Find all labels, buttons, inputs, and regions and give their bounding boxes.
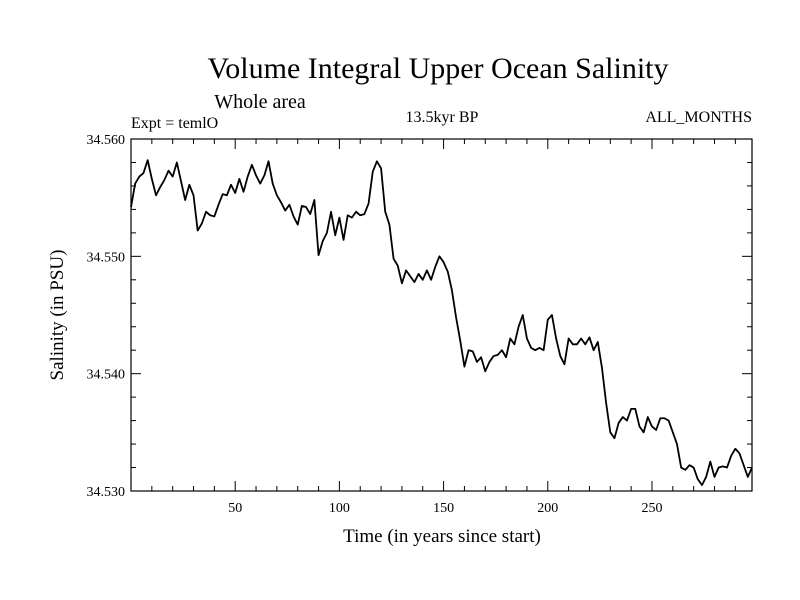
chart-subtitle: Whole area	[214, 91, 306, 113]
x-axis: 50 100 150 200 250	[151, 139, 736, 516]
x-tick-label: 200	[537, 501, 558, 516]
y-axis-label: Salinity (in PSU)	[47, 250, 68, 381]
experiment-label: Expt = temlO	[131, 115, 218, 132]
months-label: ALL_MONTHS	[645, 109, 752, 126]
x-tick-label: 150	[433, 501, 454, 516]
chart-title: Volume Integral Upper Ocean Salinity	[208, 52, 669, 85]
y-tick-label: 34.560	[87, 133, 126, 148]
y-tick-label: 34.540	[87, 368, 126, 383]
x-tick-label: 50	[228, 501, 242, 516]
salinity-series-line	[130, 159, 753, 487]
period-label: 13.5kyr BP	[406, 109, 479, 126]
y-axis: 34.530 34.540 34.550 34.560	[87, 133, 752, 500]
plot-frame	[130, 138, 753, 492]
y-tick-label: 34.550	[87, 250, 126, 265]
x-tick-label: 100	[329, 501, 350, 516]
y-tick-label: 34.530	[87, 485, 126, 500]
x-tick-label: 250	[641, 501, 662, 516]
x-axis-label: Time (in years since start)	[343, 526, 541, 547]
